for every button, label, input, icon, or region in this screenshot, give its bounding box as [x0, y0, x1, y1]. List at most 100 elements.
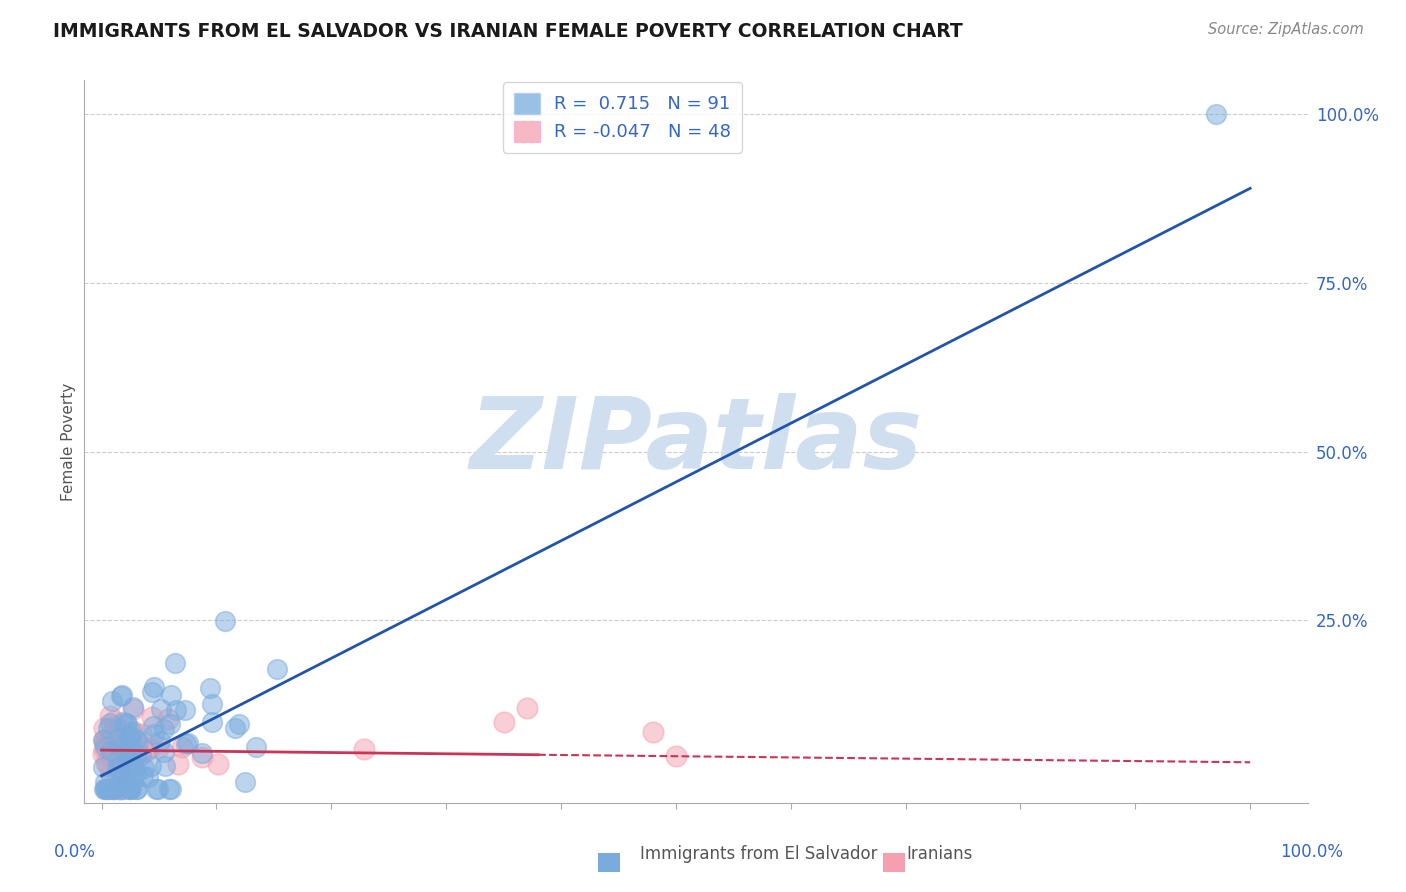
- Point: [111, 733, 134, 747]
- Point: [127, 782, 149, 797]
- Point: [115, 716, 138, 731]
- Point: [117, 729, 139, 743]
- Point: [166, 757, 188, 772]
- Point: [97, 747, 120, 761]
- Point: [97, 782, 120, 797]
- Point: [115, 744, 138, 758]
- Point: [201, 715, 224, 730]
- Point: [96, 756, 118, 771]
- Point: [101, 782, 124, 797]
- Point: [266, 662, 288, 676]
- Point: [115, 772, 138, 787]
- Point: [107, 730, 129, 744]
- Point: [105, 719, 128, 733]
- Point: [191, 749, 214, 764]
- Point: [152, 723, 174, 737]
- Point: [492, 714, 515, 729]
- Point: [100, 738, 122, 752]
- Point: [118, 735, 141, 749]
- Point: [174, 703, 197, 717]
- Point: [111, 770, 134, 784]
- Point: [200, 681, 222, 696]
- Point: [153, 745, 176, 759]
- Point: [132, 769, 155, 783]
- Point: [103, 782, 125, 797]
- Point: [101, 747, 124, 762]
- Point: [160, 782, 183, 797]
- Point: [163, 656, 186, 670]
- Point: [138, 740, 160, 755]
- Point: [110, 747, 132, 761]
- Point: [110, 688, 132, 702]
- Point: [103, 782, 125, 797]
- Point: [120, 741, 142, 756]
- Point: [207, 756, 229, 771]
- Point: [94, 782, 117, 797]
- Point: [111, 782, 134, 797]
- Point: [149, 733, 172, 747]
- Point: [108, 760, 131, 774]
- Point: [129, 747, 152, 762]
- Point: [112, 749, 135, 764]
- Point: [156, 712, 179, 726]
- Point: [159, 689, 181, 703]
- Point: [107, 739, 129, 754]
- Point: [121, 723, 143, 738]
- Point: [148, 739, 170, 754]
- Point: [118, 780, 141, 795]
- Point: [100, 744, 122, 758]
- Point: [121, 725, 143, 739]
- Point: [159, 717, 181, 731]
- Point: [120, 750, 142, 764]
- Point: [111, 766, 134, 780]
- Text: 100.0%: 100.0%: [1279, 843, 1343, 861]
- Point: [214, 615, 236, 629]
- Point: [108, 782, 131, 797]
- Point: [93, 733, 115, 747]
- Point: [124, 782, 146, 797]
- Point: [201, 697, 224, 711]
- Text: Iranians: Iranians: [907, 846, 973, 863]
- Point: [233, 774, 256, 789]
- Point: [105, 761, 128, 775]
- Point: [94, 733, 117, 747]
- Point: [118, 729, 141, 743]
- Point: [115, 716, 138, 731]
- Point: [97, 782, 120, 797]
- Point: [516, 701, 538, 715]
- Point: [353, 742, 375, 756]
- Point: [108, 781, 131, 796]
- Point: [157, 782, 180, 797]
- Point: [115, 759, 138, 773]
- Point: [224, 722, 246, 736]
- Text: ZIPatlas: ZIPatlas: [470, 393, 922, 490]
- Point: [122, 700, 145, 714]
- Point: [121, 702, 143, 716]
- Point: [148, 782, 170, 797]
- Point: [108, 752, 131, 766]
- Point: [142, 719, 165, 733]
- Point: [132, 761, 155, 775]
- Point: [1205, 107, 1227, 121]
- Point: [141, 685, 163, 699]
- Point: [228, 717, 250, 731]
- Point: [132, 740, 155, 755]
- Point: [96, 733, 118, 747]
- Point: [177, 735, 200, 749]
- Point: [103, 723, 125, 737]
- Point: [98, 708, 121, 723]
- Point: [112, 735, 135, 749]
- Point: [111, 715, 134, 730]
- Point: [93, 782, 115, 797]
- Point: [641, 725, 664, 739]
- Point: [104, 737, 127, 751]
- Point: [105, 779, 128, 793]
- Point: [136, 770, 159, 784]
- Point: [174, 737, 197, 751]
- Point: [127, 735, 149, 749]
- Point: [665, 748, 688, 763]
- Point: [93, 722, 115, 736]
- Point: [125, 747, 148, 762]
- Point: [104, 773, 127, 788]
- Point: [172, 740, 194, 755]
